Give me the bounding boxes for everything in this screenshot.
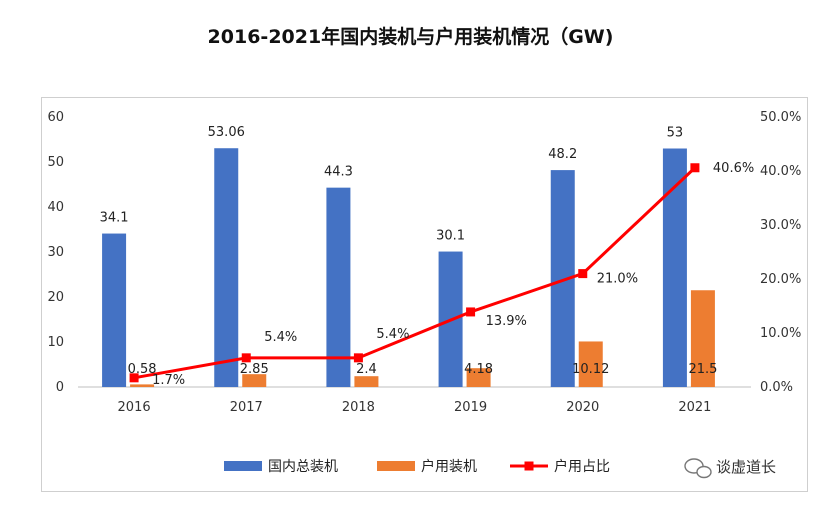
bar-household-installed: [130, 384, 155, 387]
watermark-text: 谈虚道长: [716, 458, 776, 476]
legend-label-total: 国内总装机: [268, 459, 338, 475]
line-data-label: 21.0%: [597, 272, 638, 287]
bar-total-installed: [662, 148, 687, 387]
y-right-tick-label: 20.0%: [760, 272, 801, 287]
y-left-tick-label: 40: [47, 200, 64, 215]
legend-swatch-total: [224, 461, 262, 471]
line-household-share-marker: [241, 353, 251, 363]
line-data-label: 5.4%: [376, 327, 409, 342]
bar-total-data-label: 44.3: [324, 165, 353, 180]
legend-swatch-share-marker: [524, 461, 534, 471]
y-right-tick-label: 30.0%: [760, 218, 801, 233]
line-household-share-marker: [578, 269, 588, 279]
bar-total-data-label: 53: [667, 126, 684, 141]
y-right-tick-label: 0.0%: [760, 380, 793, 395]
x-tick-label: 2019: [454, 400, 487, 415]
bar-household-installed: [466, 368, 491, 387]
line-household-share: [133, 166, 696, 380]
legend-swatch-household: [377, 461, 415, 471]
chart-title: 2016-2021年国内装机与户用装机情况（GW): [207, 26, 614, 48]
bar-total-data-label: 34.1: [100, 211, 129, 226]
y-left-tick-label: 60: [47, 110, 64, 125]
y-left-tick-label: 30: [47, 245, 64, 260]
y-right-tick-label: 40.0%: [760, 164, 801, 179]
x-tick-label: 2018: [342, 400, 375, 415]
x-tick-label: 2017: [230, 400, 263, 415]
line-data-label: 13.9%: [486, 314, 527, 329]
line-data-label: 1.7%: [152, 373, 185, 388]
bar-household-data-label: 0.58: [128, 362, 157, 377]
bar-household-installed: [354, 376, 379, 387]
bar-household-data-label: 4.18: [464, 362, 493, 377]
line-household-share-marker: [353, 353, 363, 363]
bar-household-data-label: 2.4: [356, 362, 377, 377]
bar-household-installed: [690, 290, 715, 387]
bar-household-data-label: 10.12: [572, 362, 609, 377]
bar-household-data-label: 21.5: [688, 362, 717, 377]
bar-household-installed: [242, 374, 267, 387]
x-tick-label: 2016: [118, 400, 151, 415]
y-left-tick-label: 0: [56, 380, 64, 395]
y-left-tick-label: 10: [47, 335, 64, 350]
bar-total-data-label: 30.1: [436, 229, 465, 244]
bar-household-installed: [578, 341, 603, 387]
bar-total-data-label: 53.06: [208, 125, 245, 140]
bar-total-installed: [326, 187, 351, 387]
wechat-icon: [684, 458, 712, 479]
legend-label-household: 户用装机: [421, 458, 477, 475]
legend-label-share: 户用占比: [554, 458, 610, 475]
chart-frame: [41, 97, 808, 492]
bar-total-data-label: 48.2: [548, 147, 577, 162]
line-data-label: 40.6%: [713, 161, 754, 176]
y-left-tick-label: 50: [47, 155, 64, 170]
line-household-share-marker: [466, 307, 476, 317]
bar-total-installed: [102, 233, 127, 387]
y-right-tick-label: 50.0%: [760, 110, 801, 125]
line-data-label: 5.4%: [264, 330, 297, 345]
bar-total-installed: [214, 148, 239, 387]
bar-household-data-label: 2.85: [240, 362, 269, 377]
x-tick-label: 2021: [678, 400, 711, 415]
y-right-tick-label: 10.0%: [760, 326, 801, 341]
line-household-share-marker: [129, 373, 139, 383]
y-left-tick-label: 20: [47, 290, 64, 305]
x-tick-label: 2020: [566, 400, 599, 415]
line-household-share-marker: [690, 163, 700, 173]
